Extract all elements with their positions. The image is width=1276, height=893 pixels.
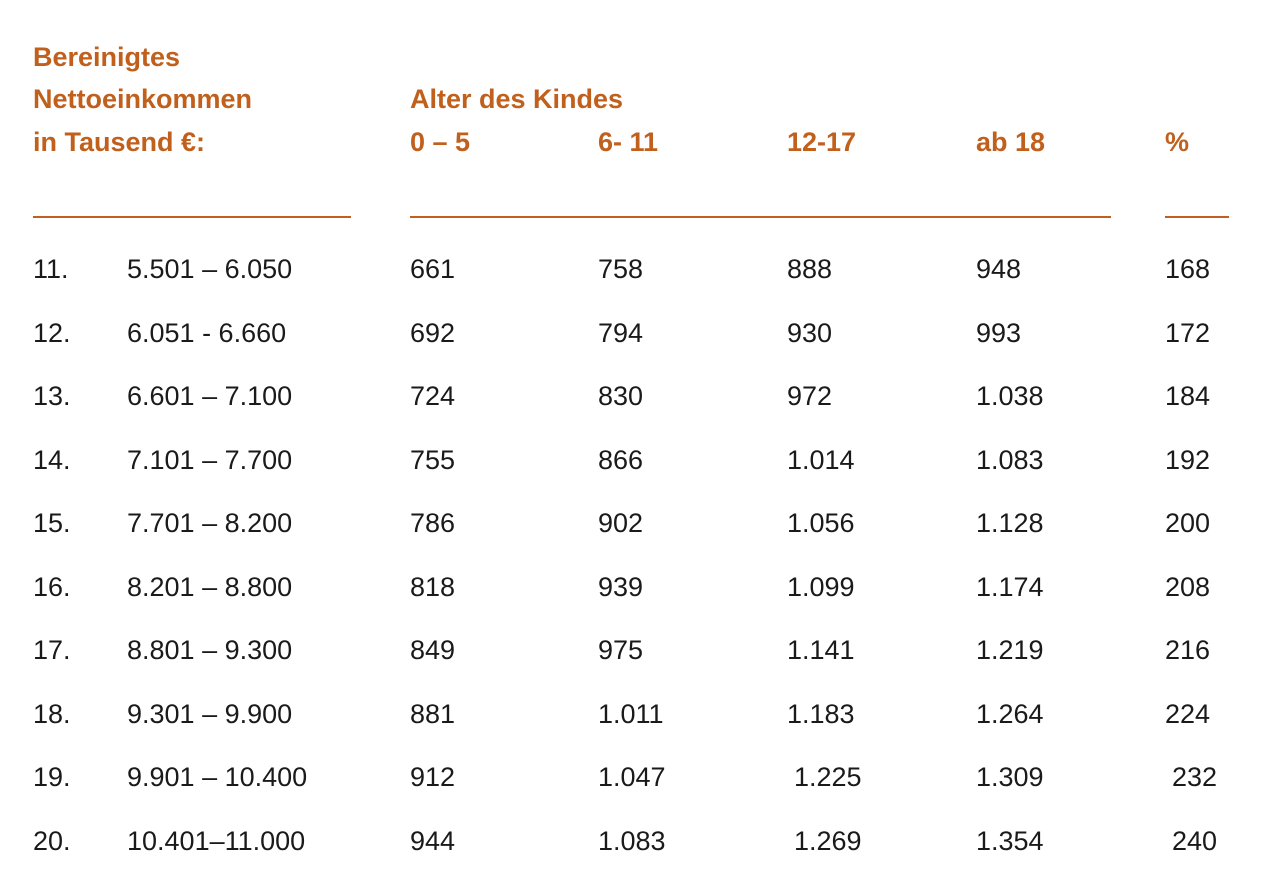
income-range: 7.701 – 8.200 [127,508,293,538]
value-age-6-11: 902 [598,508,644,538]
value-age-12-17: 1.056 [787,508,855,538]
value-age-6-11: 1.083 [598,826,666,856]
header-income-line-2: Nettoeinkommen [33,84,253,114]
value-percent: 184 [1165,381,1211,411]
value-age-12-17: 888 [787,254,833,284]
header-rule-percent [1165,216,1229,218]
value-percent: 224 [1165,699,1211,729]
income-range: 9.901 – 10.400 [127,762,308,792]
value-percent: 168 [1165,254,1211,284]
value-age-6-11: 1.011 [598,699,664,729]
header-age-col-3: 12-17 [787,127,857,157]
value-age-0-5: 912 [410,762,456,792]
header-age-col-4: ab 18 [976,127,1046,157]
value-age-18-plus: 948 [976,254,1022,284]
income-range: 6.601 – 7.100 [127,381,293,411]
row-number: 11. [33,254,69,284]
income-range: 6.051 - 6.660 [127,318,287,348]
income-range: 7.101 – 7.700 [127,445,293,475]
value-age-12-17: 930 [787,318,833,348]
header-percent: % [1165,127,1190,157]
value-percent: 172 [1165,318,1211,348]
value-age-18-plus: 1.174 [976,572,1044,602]
value-age-12-17: 1.225 [794,762,862,792]
value-age-12-17: 1.099 [787,572,855,602]
row-number: 19. [33,762,71,792]
value-age-18-plus: 1.264 [976,699,1044,729]
row-number: 15. [33,508,71,538]
header-rule-income [33,216,351,218]
value-percent: 200 [1165,508,1211,538]
value-age-12-17: 1.269 [794,826,862,856]
header-age-title: Alter des Kindes [410,84,624,114]
income-range: 8.201 – 8.800 [127,572,293,602]
value-age-0-5: 692 [410,318,456,348]
income-range: 5.501 – 6.050 [127,254,293,284]
value-percent: 208 [1165,572,1211,602]
income-range: 9.301 – 9.900 [127,699,293,729]
value-age-6-11: 866 [598,445,644,475]
value-percent: 216 [1165,635,1211,665]
value-age-12-17: 1.014 [787,445,855,475]
value-age-18-plus: 1.038 [976,381,1044,411]
value-age-6-11: 975 [598,635,644,665]
row-number: 17. [33,635,71,665]
row-number: 14. [33,445,71,475]
value-age-12-17: 1.183 [787,699,855,729]
value-age-6-11: 939 [598,572,644,602]
value-age-18-plus: 1.083 [976,445,1044,475]
value-percent: 240 [1172,826,1218,856]
row-number: 13. [33,381,71,411]
value-age-0-5: 755 [410,445,456,475]
row-number: 12. [33,318,71,348]
value-age-0-5: 849 [410,635,456,665]
value-percent: 192 [1165,445,1211,475]
value-age-12-17: 972 [787,381,833,411]
value-age-0-5: 881 [410,699,456,729]
value-age-12-17: 1.141 [787,635,855,665]
row-number: 16. [33,572,71,602]
value-age-18-plus: 1.354 [976,826,1044,856]
value-age-18-plus: 1.128 [976,508,1044,538]
row-number: 20. [33,826,71,856]
value-age-6-11: 794 [598,318,644,348]
header-income-line-1: Bereinigtes [33,42,181,72]
value-age-18-plus: 1.309 [976,762,1044,792]
value-age-6-11: 1.047 [598,762,666,792]
value-age-0-5: 818 [410,572,456,602]
row-number: 18. [33,699,71,729]
value-age-0-5: 661 [410,254,456,284]
value-age-0-5: 724 [410,381,456,411]
header-age-col-2: 6- 11 [598,127,659,157]
header-rule-age [410,216,1111,218]
income-range: 8.801 – 9.300 [127,635,293,665]
value-age-0-5: 944 [410,826,456,856]
header-income-line-3: in Tausend €: [33,127,206,157]
header-age-col-1: 0 – 5 [410,127,471,157]
value-age-18-plus: 1.219 [976,635,1044,665]
value-percent: 232 [1172,762,1218,792]
value-age-6-11: 830 [598,381,644,411]
value-age-6-11: 758 [598,254,644,284]
value-age-0-5: 786 [410,508,456,538]
value-age-18-plus: 993 [976,318,1022,348]
income-range: 10.401–11.000 [127,826,306,856]
